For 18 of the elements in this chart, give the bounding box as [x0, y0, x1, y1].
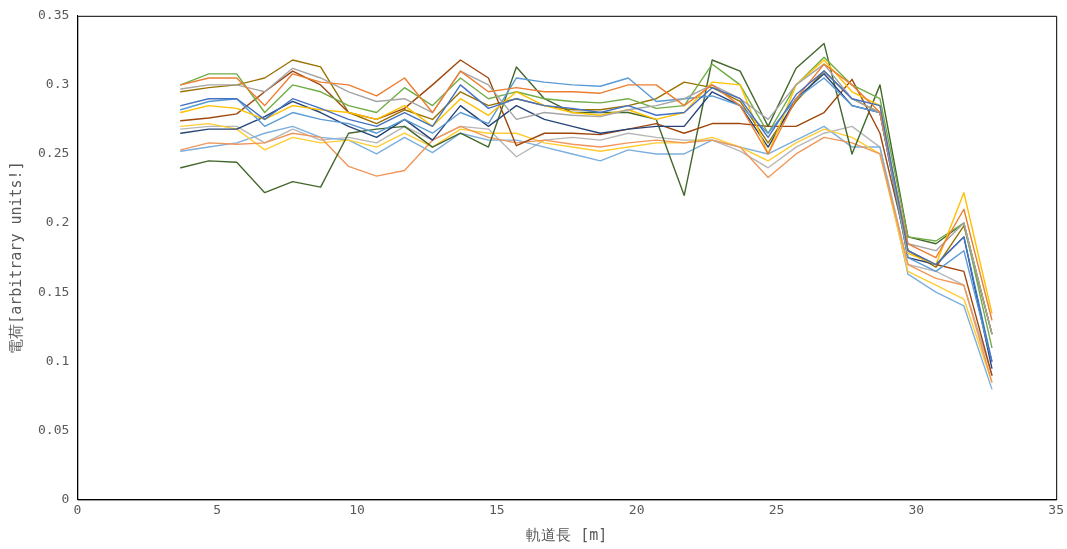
y-tick-label: 0.1 [45, 352, 70, 368]
x-tick-label: 20 [628, 501, 645, 517]
y-tick-label: 0.35 [37, 7, 70, 23]
x-tick-label: 15 [488, 501, 505, 517]
x-tick-label: 5 [213, 501, 222, 517]
y-tick-label: 0 [61, 490, 70, 506]
x-tick-label: 25 [768, 501, 785, 517]
y-tick-label: 0.25 [37, 145, 70, 161]
y-tick-label: 0.3 [45, 76, 70, 92]
y-tick-label: 0.05 [37, 421, 70, 437]
y-axis-title: 電荷[arbitrary units!] [6, 161, 25, 354]
y-tick-label: 0.2 [45, 214, 70, 230]
x-axis-title: 軌道長 [m] [526, 525, 608, 544]
y-tick-label: 0.15 [37, 283, 70, 299]
x-tick-label: 35 [1048, 501, 1064, 517]
x-tick-label: 30 [908, 501, 925, 517]
x-tick-label: 10 [349, 501, 365, 517]
x-tick-label: 0 [73, 501, 82, 517]
